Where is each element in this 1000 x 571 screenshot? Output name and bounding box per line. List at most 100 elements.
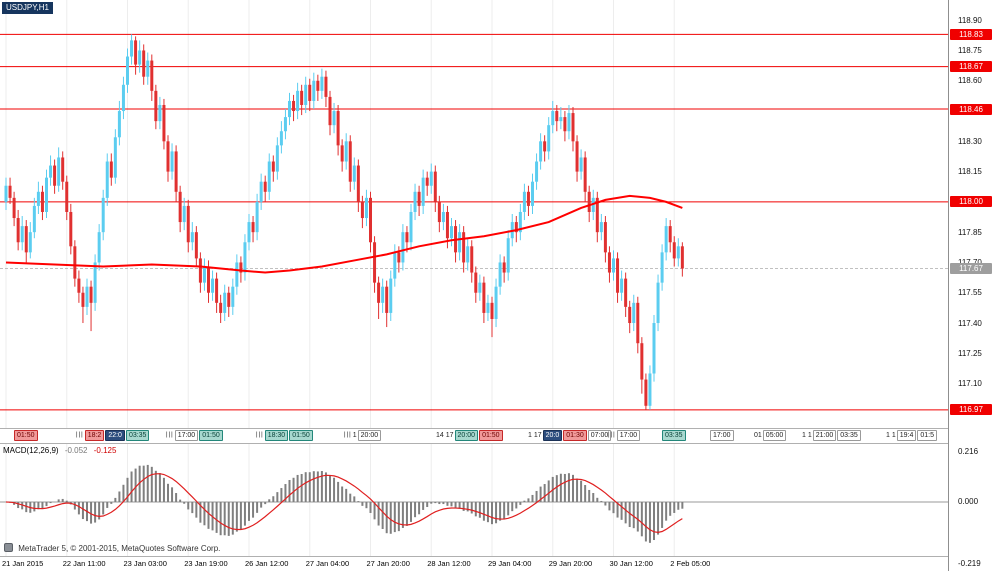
trade-marker-group: 14 17 20:00 01:50 xyxy=(436,430,503,441)
price-chart-canvas[interactable] xyxy=(0,0,948,428)
price-level-badge: 118.83 xyxy=(950,28,992,40)
time-axis-label: 29 Jan 04:00 xyxy=(488,559,532,568)
trade-marker[interactable]: 01:50 xyxy=(199,430,223,441)
trade-marker[interactable]: 03:35 xyxy=(837,430,861,441)
price-level-badge: 118.46 xyxy=(950,103,992,115)
trade-marker[interactable]: 18:2 xyxy=(84,430,105,441)
trade-marker[interactable]: 17:00 xyxy=(174,430,199,441)
trade-marker[interactable]: 01 xyxy=(754,432,762,439)
time-axis-label: 23 Jan 03:00 xyxy=(123,559,167,568)
macd-scale-max: 0.216 xyxy=(958,447,979,456)
time-axis-label: 2 Feb 05:00 xyxy=(670,559,711,568)
trade-marker[interactable]: 01:50 xyxy=(289,430,313,441)
trade-marker[interactable]: 1 1 xyxy=(802,432,812,439)
trade-marker[interactable]: 20:0 xyxy=(542,430,563,441)
trade-marker[interactable]: 03:35 xyxy=(662,430,686,441)
macd-scale-zero: 0.000 xyxy=(958,497,979,506)
trade-markers-row: 01:50 ||| 18:2 22:0 03:35 ||| 17:00 01:50 ||| 18:… xyxy=(0,429,948,443)
trade-marker[interactable]: ||| xyxy=(608,432,616,438)
trade-marker[interactable]: 1 1 xyxy=(886,432,896,439)
macd-histogram xyxy=(9,464,684,543)
macd-scale-min: -0.219 xyxy=(958,559,981,568)
horizontal-level-lines xyxy=(0,33,948,411)
trade-marker[interactable]: 17:00 xyxy=(616,430,641,441)
trade-marker[interactable]: 20:00 xyxy=(357,430,382,441)
trade-marker-group: 01:50 xyxy=(14,430,38,441)
trade-marker-group: ||| 18:30 01:50 xyxy=(256,430,313,441)
markers-separator xyxy=(0,443,1000,444)
time-axis-label: 26 Jan 12:00 xyxy=(245,559,289,568)
macd-value-main: -0.052 xyxy=(64,446,88,455)
macd-panel-canvas[interactable] xyxy=(0,444,948,556)
trade-marker-group: 03:35 xyxy=(662,430,686,441)
current-price-badge: 117.67 xyxy=(950,263,992,274)
trade-marker[interactable]: 01:5 xyxy=(917,430,937,441)
trade-marker[interactable]: 22:0 xyxy=(105,430,125,441)
time-axis[interactable]: 21 Jan 2015 22 Jan 11:00 23 Jan 03:00 23 Ja… xyxy=(0,558,948,571)
time-axis-label: 23 Jan 19:00 xyxy=(184,559,228,568)
trade-marker-group: 1 1 21:00 03:35 xyxy=(802,430,861,441)
chart-macd-separator[interactable] xyxy=(0,428,1000,429)
trade-marker-group: ||| 1 20:00 xyxy=(344,430,382,441)
price-tick: 117.40 xyxy=(958,318,982,328)
price-level-badge: 116.97 xyxy=(950,404,992,416)
time-axis-label: 27 Jan 20:00 xyxy=(366,559,410,568)
trade-marker[interactable]: 1 xyxy=(352,432,357,439)
trade-marker-group: ||| 17:00 xyxy=(608,430,641,441)
candles-layer xyxy=(4,34,684,410)
price-tick: 118.75 xyxy=(958,45,982,55)
trade-marker[interactable]: 18:30 xyxy=(264,430,289,441)
time-axis-label: 28 Jan 12:00 xyxy=(427,559,471,568)
trade-marker[interactable]: ||| xyxy=(166,432,174,438)
symbol-label: USDJPY,H1 xyxy=(2,2,53,14)
trade-marker[interactable]: ||| xyxy=(76,432,84,438)
ma-line xyxy=(5,194,683,274)
copyright-watermark: MetaTrader 5, © 2001-2015, MetaQuotes So… xyxy=(4,543,220,553)
trade-marker[interactable]: 1 17 xyxy=(528,432,542,439)
trade-marker[interactable]: ||| xyxy=(344,432,352,438)
price-axis[interactable]: 0.216 0.000 -0.219 118.90 118.75 118.60 118… xyxy=(948,0,1000,571)
price-level-badge: 118.00 xyxy=(950,196,992,208)
price-tick: 118.60 xyxy=(958,76,982,86)
trade-marker-group: 01 05:00 xyxy=(754,430,787,441)
trade-marker-group: 1 1 19:4 01:5 xyxy=(886,430,937,441)
trade-marker[interactable]: 14 17 xyxy=(436,432,454,439)
price-tick: 118.90 xyxy=(958,15,982,25)
watermark-text: MetaTrader 5, © 2001-2015, MetaQuotes So… xyxy=(18,544,221,553)
trade-marker-group: ||| 18:2 22:0 03:35 xyxy=(76,430,150,441)
time-axis-label: 27 Jan 04:00 xyxy=(305,559,350,568)
metatrader-logo-icon xyxy=(4,543,13,552)
trade-marker-group: 17:00 xyxy=(710,430,734,441)
trade-marker[interactable]: 01:50 xyxy=(479,430,503,441)
trade-marker[interactable]: 17:00 xyxy=(710,430,734,441)
trade-marker[interactable]: 05:00 xyxy=(762,430,787,441)
price-tick: 117.10 xyxy=(958,379,982,389)
time-axis-label: 29 Jan 20:00 xyxy=(548,559,593,568)
trade-marker[interactable]: 19:4 xyxy=(896,430,917,441)
price-tick: 118.30 xyxy=(958,136,982,146)
trade-marker[interactable]: 07:00 xyxy=(587,430,612,441)
macd-name: MACD(12,26,9) xyxy=(3,446,59,455)
trade-marker[interactable]: ||| xyxy=(256,432,264,438)
price-tick: 117.85 xyxy=(958,227,982,237)
time-axis-label: 30 Jan 12:00 xyxy=(609,559,653,568)
trade-marker-group: 1 17 20:0 01:30 07:00 xyxy=(528,430,612,441)
time-axis-separator xyxy=(0,556,1000,557)
time-axis-label: 21 Jan 2015 xyxy=(2,559,44,568)
price-tick: 117.70 xyxy=(958,258,982,267)
price-tick: 117.55 xyxy=(958,288,982,298)
price-tick: 118.15 xyxy=(958,167,982,177)
trade-marker[interactable]: 03:35 xyxy=(125,430,150,441)
price-level-badge: 118.67 xyxy=(950,61,992,73)
macd-indicator-label: MACD(12,26,9) -0.052 -0.125 xyxy=(3,446,116,455)
trade-marker[interactable]: 01:50 xyxy=(14,430,38,441)
trade-marker[interactable]: 21:00 xyxy=(812,430,837,441)
macd-value-signal: -0.125 xyxy=(93,446,117,455)
trade-marker[interactable]: 20:00 xyxy=(454,430,479,441)
trade-marker[interactable]: 01:30 xyxy=(563,430,587,441)
time-axis-label: 22 Jan 11:00 xyxy=(62,559,106,568)
macd-signal-line xyxy=(5,473,683,534)
trade-marker-group: ||| 17:00 01:50 xyxy=(166,430,223,441)
price-tick: 117.25 xyxy=(958,348,982,358)
